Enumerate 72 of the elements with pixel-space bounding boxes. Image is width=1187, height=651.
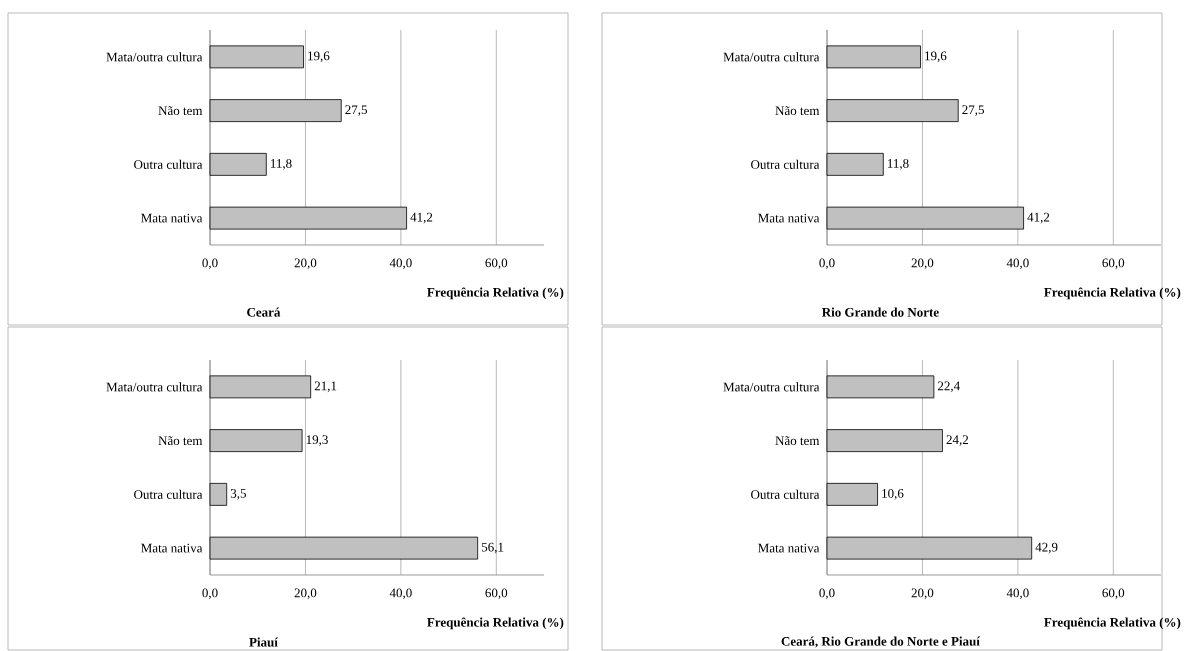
data-label: 11,8 bbox=[270, 159, 292, 170]
y-tick-label: Mata nativa bbox=[758, 213, 820, 223]
bar bbox=[209, 152, 267, 176]
bar bbox=[209, 99, 342, 123]
bar bbox=[826, 536, 1033, 560]
data-label: 24,2 bbox=[946, 435, 969, 446]
bar bbox=[209, 206, 407, 230]
x-axis-title: Frequência Relativa (%) bbox=[427, 617, 564, 630]
y-tick-label: Mata nativa bbox=[141, 543, 203, 553]
text: Ceará, Rio Grande do Norte e Piauí bbox=[781, 636, 981, 648]
bar bbox=[826, 482, 878, 506]
x-tick-label: 60,0 bbox=[485, 258, 508, 270]
x-axis-title: Frequência Relativa (%) bbox=[427, 287, 564, 300]
x-tick-label: 60,0 bbox=[485, 588, 508, 600]
x-tick-label: 40,0 bbox=[1006, 258, 1029, 270]
x-tick-label: 60,0 bbox=[1102, 258, 1125, 270]
x-tick-label: 0,0 bbox=[202, 258, 218, 270]
y-tick-label: Não tem bbox=[775, 436, 820, 446]
bar bbox=[826, 99, 959, 123]
bar bbox=[826, 45, 921, 69]
y-tick-label: Mata/outra cultura bbox=[106, 52, 203, 62]
data-label: 3,5 bbox=[230, 489, 246, 500]
y-tick-label: Não tem bbox=[158, 436, 203, 446]
y-tick-label: Mata nativa bbox=[758, 543, 820, 553]
data-label: 11,8 bbox=[887, 159, 909, 170]
text: Ceará bbox=[247, 307, 281, 317]
x-tick-label: 40,0 bbox=[389, 588, 412, 600]
data-label: 41,2 bbox=[410, 212, 433, 224]
data-label: 42,9 bbox=[1035, 542, 1058, 554]
data-label: 21,1 bbox=[314, 381, 337, 393]
bar bbox=[209, 536, 479, 560]
y-tick-label: Mata nativa bbox=[141, 213, 203, 223]
x-tick-label: 60,0 bbox=[1102, 588, 1125, 600]
x-axis-title: Frequência Relativa (%) bbox=[1044, 287, 1181, 300]
x-tick-label: 20,0 bbox=[294, 588, 317, 600]
x-axis-title: Frequência Relativa (%) bbox=[1044, 617, 1181, 630]
x-tick-label: 0,0 bbox=[202, 588, 218, 600]
y-tick-label: Outra cultura bbox=[751, 489, 820, 499]
data-label: 27,5 bbox=[345, 105, 367, 116]
y-tick-label: Mata/outra cultura bbox=[106, 382, 203, 392]
bar bbox=[209, 429, 303, 453]
data-label: 19,6 bbox=[308, 51, 330, 63]
y-tick-label: Não tem bbox=[775, 106, 820, 116]
x-tick-label: 40,0 bbox=[389, 258, 412, 270]
data-label: 19,6 bbox=[925, 51, 947, 63]
y-tick-label: Outra cultura bbox=[751, 159, 820, 169]
y-tick-label: Não tem bbox=[158, 106, 203, 116]
data-label: 27,5 bbox=[962, 105, 984, 116]
y-tick-label: Mata/outra cultura bbox=[723, 52, 820, 62]
bar bbox=[209, 375, 312, 399]
x-tick-label: 20,0 bbox=[911, 588, 934, 600]
text: Piauí bbox=[249, 637, 279, 647]
bar bbox=[826, 152, 884, 176]
x-tick-label: 20,0 bbox=[294, 258, 317, 270]
x-tick-label: 0,0 bbox=[819, 588, 835, 600]
x-tick-label: 20,0 bbox=[911, 258, 934, 270]
y-tick-label: Mata/outra cultura bbox=[723, 382, 820, 392]
bar bbox=[826, 375, 935, 399]
bar bbox=[209, 45, 304, 69]
data-label: 56,1 bbox=[481, 542, 504, 554]
text: Rio Grande do Norte bbox=[821, 307, 939, 317]
data-label: 10,6 bbox=[882, 489, 904, 500]
data-label: 41,2 bbox=[1027, 212, 1050, 224]
x-tick-label: 0,0 bbox=[819, 258, 835, 270]
bar bbox=[826, 206, 1024, 230]
bar bbox=[209, 482, 228, 506]
y-tick-label: Outra cultura bbox=[134, 159, 203, 169]
x-tick-label: 40,0 bbox=[1006, 588, 1029, 600]
bar bbox=[826, 429, 943, 453]
data-label: 22,4 bbox=[937, 381, 960, 393]
data-label: 19,3 bbox=[306, 435, 328, 446]
y-tick-label: Outra cultura bbox=[134, 489, 203, 499]
